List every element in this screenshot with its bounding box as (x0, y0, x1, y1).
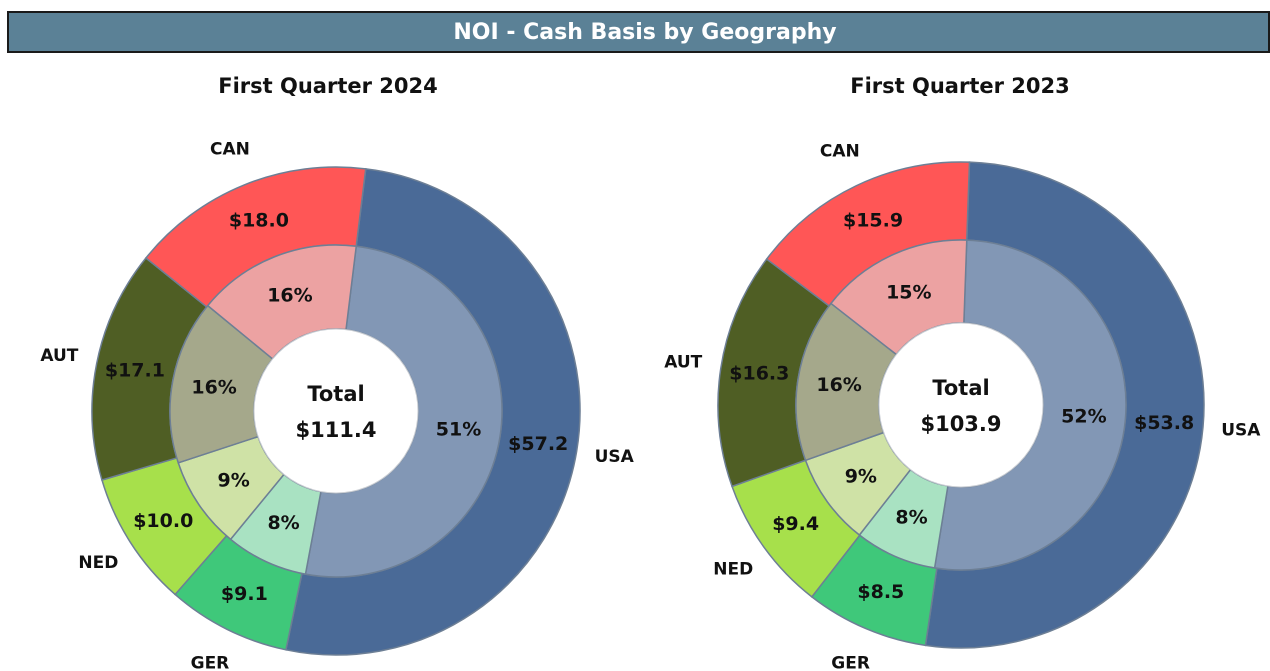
total-label: $111.4 (295, 418, 376, 442)
donut-hole (253, 328, 419, 494)
chart-title: First Quarter 2024 (218, 74, 437, 98)
chart-title: First Quarter 2023 (850, 74, 1069, 98)
data-label: $57.2 (508, 433, 568, 455)
data-label: 8% (267, 512, 299, 534)
data-label: $15.9 (843, 209, 903, 231)
center-label: Total (307, 382, 364, 406)
category-label: NED (78, 553, 118, 573)
category-label: USA (595, 447, 635, 467)
center-label: Total (932, 376, 989, 400)
page-title: NOI - Cash Basis by Geography (453, 20, 836, 45)
data-label: 51% (436, 418, 481, 440)
header-bar (7, 11, 1270, 53)
data-label: 16% (267, 284, 312, 306)
data-label: 15% (886, 282, 931, 304)
category-label: USA (1221, 420, 1261, 440)
data-label: 8% (895, 507, 927, 529)
data-label: 9% (845, 466, 877, 488)
data-label: $9.4 (772, 513, 819, 535)
category-label: GER (191, 653, 230, 671)
data-label: 9% (218, 470, 250, 492)
data-label: $17.1 (105, 360, 165, 382)
data-label: $18.0 (229, 210, 289, 232)
category-label: CAN (820, 141, 860, 161)
data-label: $8.5 (857, 581, 904, 603)
total-label: $103.9 (920, 412, 1001, 436)
category-label: NED (713, 560, 753, 580)
data-label: $16.3 (729, 363, 789, 385)
category-label: GER (831, 653, 870, 671)
data-label: $10.0 (133, 510, 193, 532)
data-label: $53.8 (1134, 412, 1194, 434)
data-label: 16% (191, 377, 236, 399)
category-label: AUT (40, 346, 78, 366)
category-label: CAN (210, 140, 250, 160)
data-label: $9.1 (221, 583, 268, 605)
donut-hole (878, 322, 1044, 488)
data-label: 16% (816, 374, 861, 396)
data-label: 52% (1061, 406, 1106, 428)
category-label: AUT (664, 353, 702, 373)
